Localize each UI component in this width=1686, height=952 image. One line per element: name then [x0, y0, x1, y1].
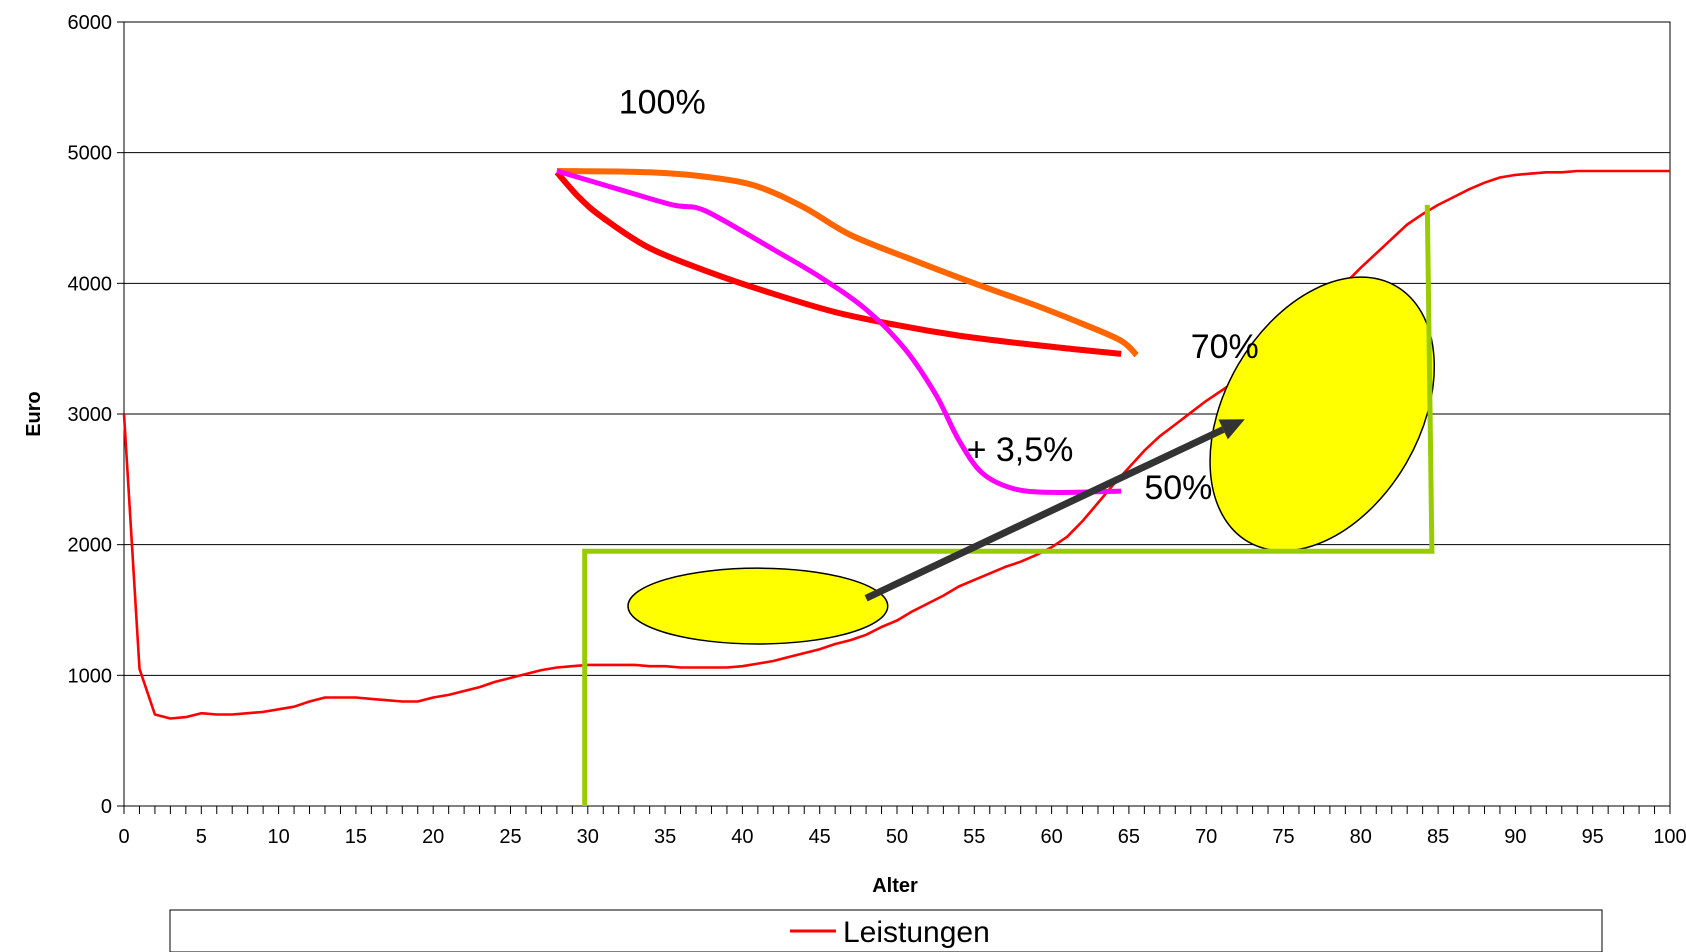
x-tick-label: 55 — [963, 826, 985, 848]
y-axis-ticks: 0 1000 2000 3000 4000 5000 6000 — [68, 12, 124, 818]
y-tick-label: 1000 — [68, 665, 113, 687]
legend-label-leistungen: Leistungen — [843, 916, 990, 949]
series-layer — [122, 169, 1670, 720]
x-tick-label: 90 — [1504, 826, 1526, 848]
y-tick-label: 6000 — [68, 12, 113, 34]
highlight-ellipse — [1209, 276, 1435, 552]
x-tick-label: 95 — [1582, 826, 1604, 848]
y-axis-title: Euro — [23, 391, 45, 437]
y-tick-label: 5000 — [68, 143, 113, 165]
annotation-label: 50% — [1144, 469, 1212, 507]
curve-magenta — [556, 168, 1122, 495]
legend: Leistungen — [169, 909, 1603, 952]
y-tick-label: 0 — [101, 796, 112, 818]
x-tick-label: 80 — [1350, 826, 1372, 848]
x-tick-label: 25 — [499, 826, 521, 848]
x-tick-label: 75 — [1272, 826, 1294, 848]
x-axis-title: Alter — [872, 875, 918, 897]
x-tick-label: 5 — [196, 826, 207, 848]
arrow-head — [1218, 419, 1245, 440]
curve-orange — [556, 168, 1139, 358]
y-tick-label: 2000 — [68, 535, 113, 557]
annotation-label: + 3,5% — [967, 431, 1074, 469]
annotation-label: 70% — [1191, 328, 1259, 366]
y-tick-label: 3000 — [68, 404, 113, 426]
x-tick-label: 45 — [809, 826, 831, 848]
bracket-green — [582, 204, 1435, 806]
series-line-leistungen — [122, 169, 1670, 720]
x-tick-label: 30 — [577, 826, 599, 848]
x-tick-label: 10 — [267, 826, 289, 848]
x-tick-label: 70 — [1195, 826, 1217, 848]
x-axis-ticks: 0 5 10 15 20 25 30 35 40 45 50 55 60 65 70 75 80 85 90 95 10… — [118, 806, 1686, 848]
annotation-layer: 100% 70% + 3,5% 50% — [554, 83, 1435, 806]
legend-box — [169, 909, 1603, 952]
x-tick-label: 100 — [1653, 826, 1686, 848]
x-tick-label: 20 — [422, 826, 444, 848]
x-tick-label: 35 — [654, 826, 676, 848]
y-tick-label: 4000 — [68, 273, 113, 295]
x-tick-label: 60 — [1040, 826, 1062, 848]
annotation-label: 100% — [619, 83, 706, 121]
x-tick-label: 85 — [1427, 826, 1449, 848]
highlight-ellipse — [627, 567, 889, 645]
x-tick-label: 50 — [886, 826, 908, 848]
arrow-shaft — [864, 426, 1225, 602]
x-tick-label: 15 — [345, 826, 367, 848]
x-tick-label: 65 — [1118, 826, 1140, 848]
curve-red — [554, 170, 1122, 357]
x-tick-label: 0 — [118, 826, 129, 848]
x-tick-label: 40 — [731, 826, 753, 848]
gridlines — [124, 152, 1670, 676]
